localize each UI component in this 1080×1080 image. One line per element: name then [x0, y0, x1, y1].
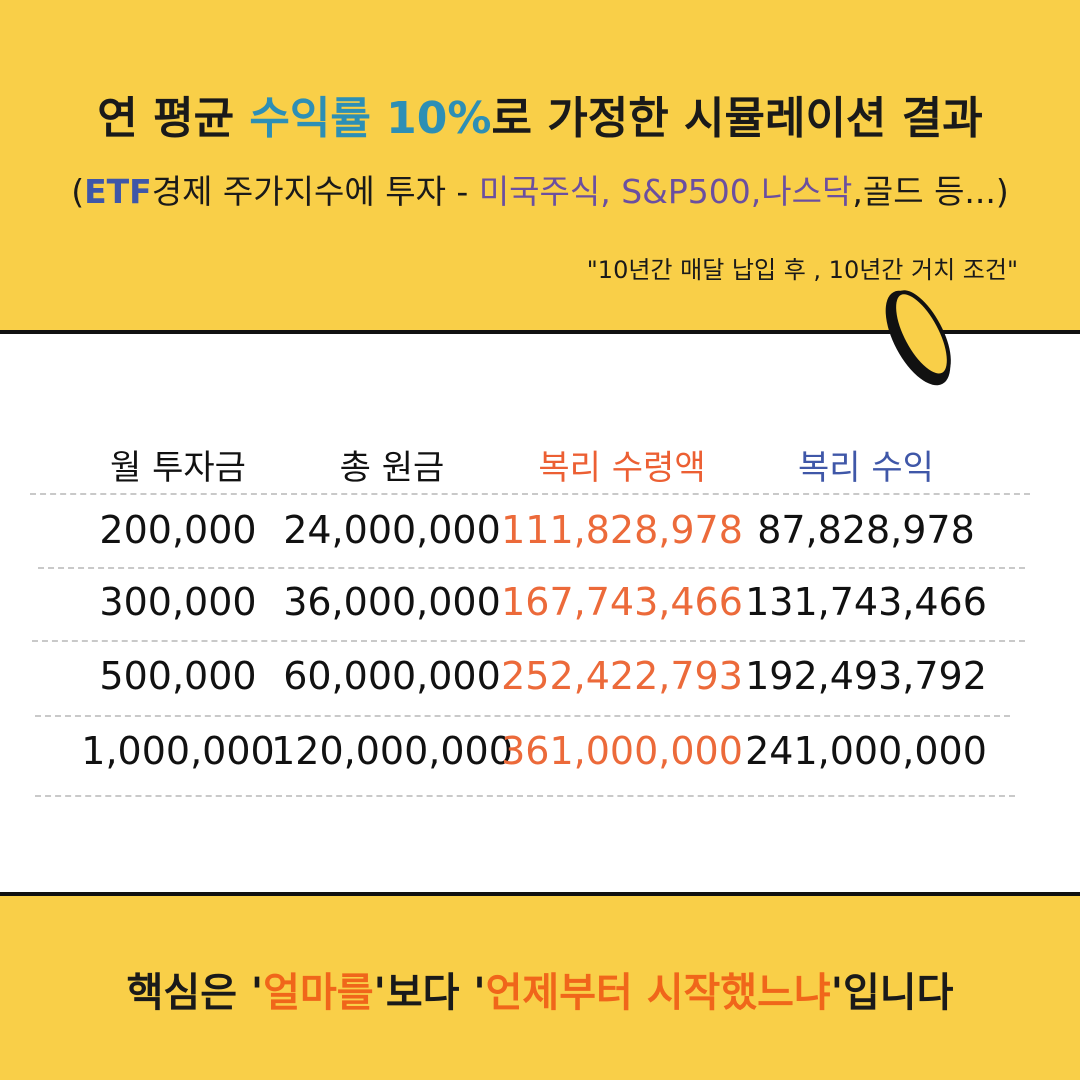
subtitle-part: 경제 주가지수에 투자 - — [151, 172, 479, 211]
title-part: 로 가정한 시뮬레이션 결과 — [491, 93, 983, 144]
table-cell: 131,743,466 — [745, 580, 987, 624]
table-cell: 120,000,000 — [271, 729, 513, 773]
subtitle-part: ,골드 등...) — [852, 172, 1009, 211]
table-cell: 60,000,000 — [283, 654, 501, 698]
title-highlight: 수익률 10% — [249, 93, 492, 144]
table-cell: 252,422,793 — [501, 654, 743, 698]
table-cell: 36,000,000 — [283, 580, 501, 624]
column-header: 월 투자금 — [110, 448, 246, 488]
title: 연 평균 수익률 10%로 가정한 시뮬레이션 결과 — [0, 82, 1080, 146]
row-divider — [35, 715, 1010, 717]
footer-part: 핵심은 ' — [126, 970, 264, 1016]
table-cell: 300,000 — [99, 580, 257, 624]
table-cell: 1,000,000 — [81, 729, 275, 773]
table-cell: 167,743,466 — [501, 580, 743, 624]
footer-highlight: 얼마를 — [263, 970, 374, 1016]
table-cell: 192,493,792 — [745, 654, 987, 698]
subtitle-highlight: 미국주식, S&P500,나스닥 — [478, 172, 853, 211]
table-cell: 200,000 — [99, 508, 257, 552]
footer-band — [0, 892, 1080, 1080]
subtitle-highlight: ETF — [84, 172, 152, 211]
table-cell: 241,000,000 — [745, 729, 987, 773]
footer-highlight: 언제부터 시작했느냐 — [485, 970, 831, 1016]
row-divider — [32, 640, 1025, 642]
table-cell: 111,828,978 — [501, 508, 743, 552]
condition-note: "10년간 매달 납입 후 , 10년간 거치 조건" — [586, 256, 1018, 284]
column-header: 복리 수익 — [798, 448, 934, 488]
footer-part: '보다 ' — [373, 970, 486, 1016]
table-cell: 24,000,000 — [283, 508, 501, 552]
table-cell: 500,000 — [99, 654, 257, 698]
table-cell: 361,000,000 — [501, 729, 743, 773]
footer-message: 핵심은 '얼마를'보다 '언제부터 시작했느냐'입니다 — [0, 960, 1080, 1018]
row-divider — [38, 567, 1025, 569]
row-divider — [35, 795, 1015, 797]
title-part: 연 평균 — [97, 93, 250, 144]
subtitle: (ETF경제 주가지수에 투자 - 미국주식, S&P500,나스닥,골드 등.… — [0, 165, 1080, 213]
row-divider — [30, 493, 1030, 495]
column-header: 총 원금 — [339, 448, 445, 488]
subtitle-part: ( — [71, 172, 85, 211]
header-band — [0, 0, 1080, 334]
column-header: 복리 수령액 — [538, 448, 706, 488]
footer-part: '입니다 — [830, 970, 954, 1016]
table-cell: 87,828,978 — [757, 508, 975, 552]
